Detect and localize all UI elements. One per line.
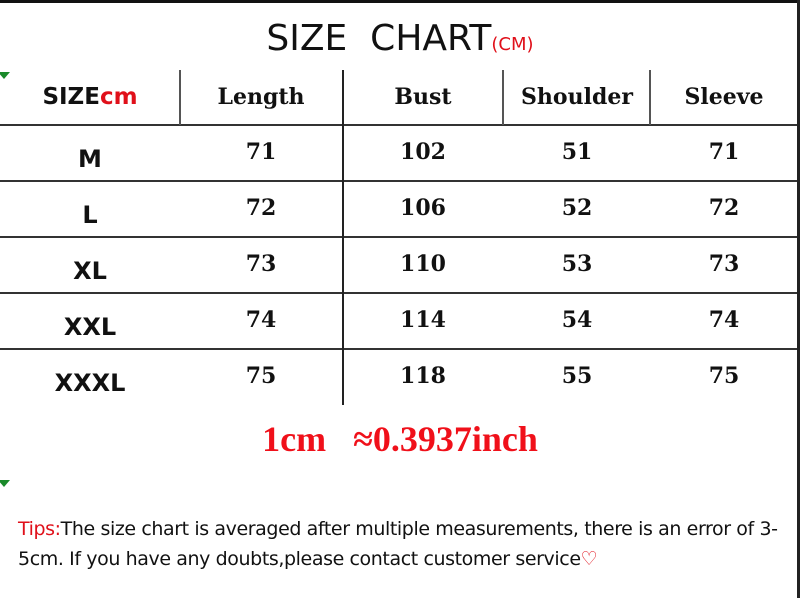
table-cell: 54	[561, 307, 593, 333]
table-cell: 102	[400, 139, 446, 165]
header-length: Length	[217, 84, 305, 110]
table-cell: 51	[561, 139, 593, 165]
table-cell: 73	[708, 251, 740, 277]
table-cell: 52	[561, 195, 593, 221]
table-cell: 106	[400, 195, 446, 221]
table-cell: 110	[400, 251, 446, 277]
table-cell: 73	[245, 251, 277, 277]
tips-text: The size chart is averaged after multipl…	[18, 518, 778, 570]
heart-icon: ♡	[580, 548, 598, 570]
unit-conversion: 1cm ≈0.3937inch	[262, 419, 538, 459]
title-unit: (CM)	[491, 34, 534, 55]
table-cell: 74	[708, 307, 740, 333]
top-border	[0, 0, 800, 3]
divider	[0, 180, 797, 182]
title-text: SIZE CHART	[266, 18, 492, 59]
table-cell: 72	[708, 195, 740, 221]
corner-mark-icon	[0, 480, 10, 487]
divider	[342, 70, 344, 405]
size-label: XL	[73, 257, 107, 285]
divider	[649, 70, 651, 125]
divider	[179, 70, 181, 125]
table-cell: 71	[708, 139, 740, 165]
right-border	[797, 0, 800, 598]
table-cell: 55	[561, 363, 593, 389]
divider	[0, 348, 797, 350]
table-cell: 75	[708, 363, 740, 389]
table-cell: 74	[245, 307, 277, 333]
table-cell: 75	[245, 363, 277, 389]
size-label: M	[78, 145, 102, 173]
divider	[0, 236, 797, 238]
header-sleeve: Sleeve	[684, 84, 764, 110]
size-label: XXL	[63, 313, 117, 341]
chart-title: SIZE CHART(CM)	[0, 18, 800, 59]
table-cell: 114	[400, 307, 446, 333]
table-cell: 72	[245, 195, 277, 221]
table-cell: 53	[561, 251, 593, 277]
divider	[0, 124, 797, 126]
table-cell: 118	[400, 363, 446, 389]
divider	[502, 70, 504, 125]
size-label: XXXL	[54, 369, 126, 397]
header-bust: Bust	[394, 84, 452, 110]
table-cell: 71	[245, 139, 277, 165]
tips-note: Tips:The size chart is averaged after mu…	[18, 514, 798, 574]
divider	[0, 292, 797, 294]
header-size: SIZEcm	[42, 84, 138, 110]
header-shoulder: Shoulder	[521, 84, 633, 110]
corner-mark-icon	[0, 72, 10, 79]
size-label: L	[82, 201, 98, 229]
tips-label: Tips:	[18, 518, 61, 540]
